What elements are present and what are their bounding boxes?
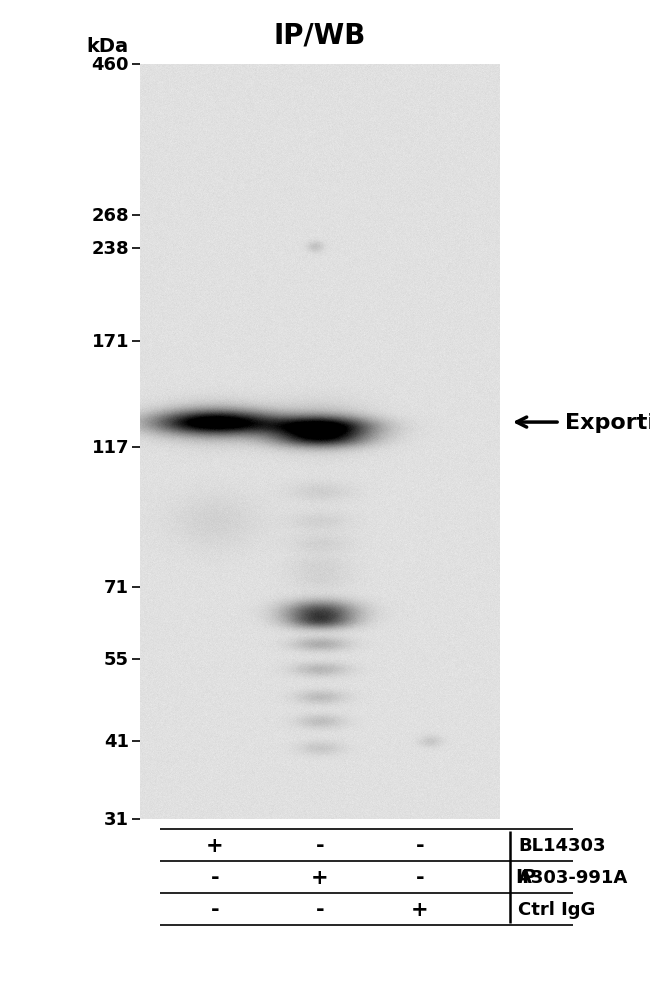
Text: -: -	[316, 899, 324, 919]
Text: +: +	[411, 899, 429, 919]
Text: 117: 117	[92, 438, 129, 456]
Text: -: -	[211, 868, 219, 887]
Text: -: -	[416, 835, 424, 856]
Text: 238: 238	[92, 240, 129, 258]
Text: 71: 71	[104, 579, 129, 597]
Text: BL14303: BL14303	[518, 837, 606, 855]
Text: 41: 41	[104, 732, 129, 750]
Text: -: -	[416, 868, 424, 887]
Text: IP/WB: IP/WB	[274, 21, 366, 49]
Text: -: -	[211, 899, 219, 919]
Text: +: +	[311, 868, 329, 887]
Text: 460: 460	[92, 56, 129, 74]
Text: 268: 268	[92, 207, 129, 225]
Text: 31: 31	[104, 810, 129, 828]
Text: Exportin-5: Exportin-5	[565, 412, 650, 432]
Text: IP: IP	[515, 868, 536, 887]
Text: -: -	[316, 835, 324, 856]
Text: 171: 171	[92, 333, 129, 351]
Text: kDa: kDa	[87, 37, 129, 56]
Text: 55: 55	[104, 650, 129, 668]
Text: Ctrl IgG: Ctrl IgG	[518, 900, 595, 918]
Text: A303-991A: A303-991A	[518, 869, 629, 886]
Text: +: +	[206, 835, 224, 856]
